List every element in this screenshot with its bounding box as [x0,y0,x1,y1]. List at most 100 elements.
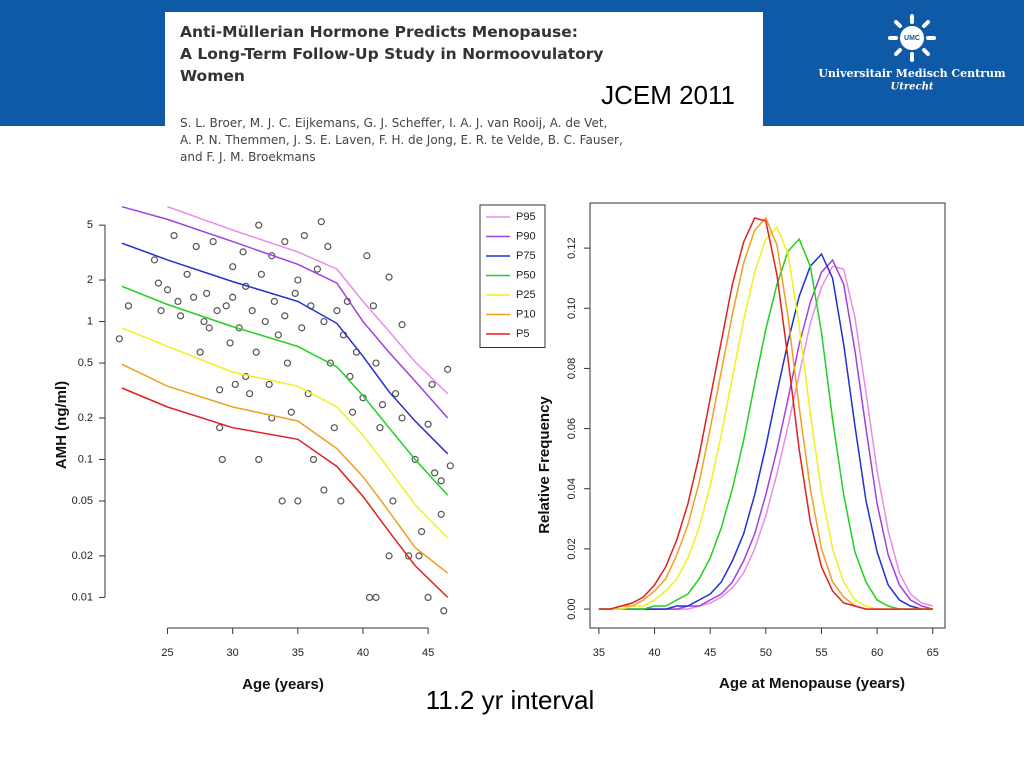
y-tick-label: 0.5 [78,357,93,369]
data-point [281,237,289,246]
x-tick-label: 65 [927,647,939,659]
legend-label: P50 [516,269,536,281]
data-point [115,335,123,343]
data-point [291,289,299,298]
data-point [298,324,306,332]
data-point [346,372,354,381]
data-point [229,293,237,301]
data-point [124,302,133,310]
y-tick-label: 0.2 [78,412,93,424]
data-point [218,455,226,464]
y-tick-label: 0.01 [72,591,93,603]
chart: 35 40 45 50 55 60 65 0.00 0.02 0.04 0.06 0.08 0.10 0.… [536,202,946,692]
data-point [154,279,163,287]
data-point [437,477,445,485]
caption: 11.2 yr interval [426,685,595,715]
frequency-curve [598,225,933,610]
data-point [389,497,397,505]
x-tick-label: 30 [227,647,239,659]
data-point [294,276,302,284]
legend-label: P25 [516,289,536,301]
data-point [385,552,393,560]
frequency-curve [598,217,933,610]
data-point [257,270,265,278]
data-point [248,307,256,315]
y-tick-label: 2 [87,274,93,286]
x-axis-label: Age at Menopause (years) [719,675,905,692]
y-tick-label: 0.02 [72,550,93,562]
legend-label: P95 [516,211,536,223]
data-point [287,408,295,416]
y-tick-label: 0.12 [566,237,578,258]
authors: S. L. Broer, M. J. C. Eijkemans, G. J. S… [180,116,607,130]
logo-mark: UMC [904,35,920,42]
data-point [246,390,254,398]
data-point [239,248,247,256]
data-point [317,218,325,226]
data-point [446,462,454,470]
percentile-line [121,387,449,598]
y-tick-label: 0.05 [72,495,93,507]
frequency-curve [598,216,933,610]
data-point [337,497,345,505]
percentile-line [121,363,449,574]
y-tick-label: 0.1 [78,453,93,465]
y-tick-label: 0.10 [566,298,578,319]
x-tick-label: 40 [357,647,369,659]
percentile-line [121,242,449,455]
data-point [376,424,384,432]
data-point [216,386,224,394]
logo: UMC Universitair Medisch Centrum Utrecht [818,14,1006,93]
data-point [222,302,230,310]
percentile-line [167,205,449,395]
data-point [369,302,378,310]
y-tick-label: 0.06 [566,418,578,439]
paper-title: A Long-Term Follow-Up Study in Normoovul… [180,45,604,63]
authors: A. P. N. Themmen, J. S. E. Laven, F. H. … [180,133,623,147]
paper-box [165,12,763,126]
data-point [398,321,406,329]
data-point [196,348,204,356]
data-point [281,312,289,320]
data-point [424,593,432,602]
authors: and F. J. M. Broekmans [180,150,316,164]
data-point [226,339,234,347]
data-point [418,527,426,536]
data-point [415,552,423,560]
data-point [324,242,332,251]
data-point [150,256,159,264]
data-point [255,221,263,229]
x-tick-label: 40 [648,647,660,659]
x-axis-label: Age (years) [242,676,324,693]
legend-label: P10 [516,308,536,320]
data-point [300,231,308,240]
logo-city: Utrecht [891,82,934,93]
data-point [255,455,263,464]
y-axis-label: Relative Frequency [536,396,553,534]
data-point [229,263,237,271]
data-point [192,242,200,251]
legend-label: P5 [516,328,529,340]
data-point [265,380,273,389]
data-point [252,348,260,356]
data-point [183,270,191,278]
x-tick-label: 45 [422,647,434,659]
data-point [283,359,292,367]
frequency-curve [598,237,933,610]
percentile-line [121,327,449,539]
data-point [391,390,400,398]
data-point [326,359,335,367]
y-tick-label: 1 [87,315,93,327]
data-point [385,273,393,281]
logo-name: Universitair Medisch Centrum [818,67,1006,80]
data-point [404,552,413,560]
frequency-curve [598,258,934,610]
x-tick-label: 35 [593,647,605,659]
data-point [231,380,239,389]
journal: JCEM 2011 [601,80,735,110]
data-point [333,307,341,315]
data-point [203,289,211,298]
data-point [274,331,282,339]
data-point [209,237,217,246]
